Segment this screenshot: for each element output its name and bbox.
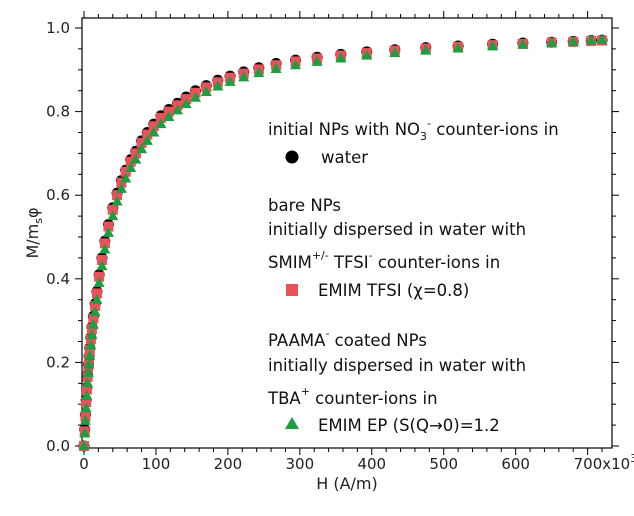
x-tick-label: 300 (286, 455, 315, 473)
legend-water-marker (286, 151, 299, 164)
x-tick-label: 600 (501, 455, 530, 473)
legend-water-label: water (321, 148, 368, 167)
legend-tfsi-label: EMIM TFSI (χ=0.8) (318, 281, 469, 300)
legend-ep-label: EMIM EP (S(Q→0)=1.2 (318, 416, 500, 435)
y-tick-label: 1.0 (46, 19, 70, 37)
x-tick-label: 400 (357, 455, 386, 473)
y-tick-label: 0.8 (46, 103, 70, 121)
legend: initial NPs with NO3- counter-ions in wa… (267, 117, 559, 435)
legend-group3-heading: PAAMA- coated NPs (268, 327, 427, 350)
x-tick-label: 200 (214, 455, 243, 473)
legend-group3-line3: TBA+ counter-ions in (267, 385, 438, 408)
y-tick-label: 0.2 (46, 353, 70, 371)
legend-group3-line2: initially dispersed in water with (268, 356, 526, 375)
x-axis-label: H (A/m) (316, 474, 378, 493)
legend-group1-heading: initial NPs with NO3- counter-ions in (268, 117, 559, 143)
y-tick-label: 0.6 (46, 186, 70, 204)
legend-group2-line3: SMIM+/- TFSI- counter-ions in (268, 249, 500, 272)
legend-tfsi-marker (286, 284, 298, 296)
legend-group2-line2: initially dispersed in water with (268, 220, 526, 239)
legend-ep-marker (285, 417, 299, 429)
x-tick-label: 500 (429, 455, 458, 473)
y-axis-label: M/msφ (23, 207, 45, 258)
y-tick-label: 0.4 (46, 270, 70, 288)
y-tick-label: 0.0 (46, 437, 70, 455)
legend-group2-heading: bare NPs (268, 196, 341, 215)
x-tick-label: 0 (79, 455, 89, 473)
x-tick-label: 100 (142, 455, 171, 473)
x-tick-label: 700x103 (574, 452, 634, 473)
